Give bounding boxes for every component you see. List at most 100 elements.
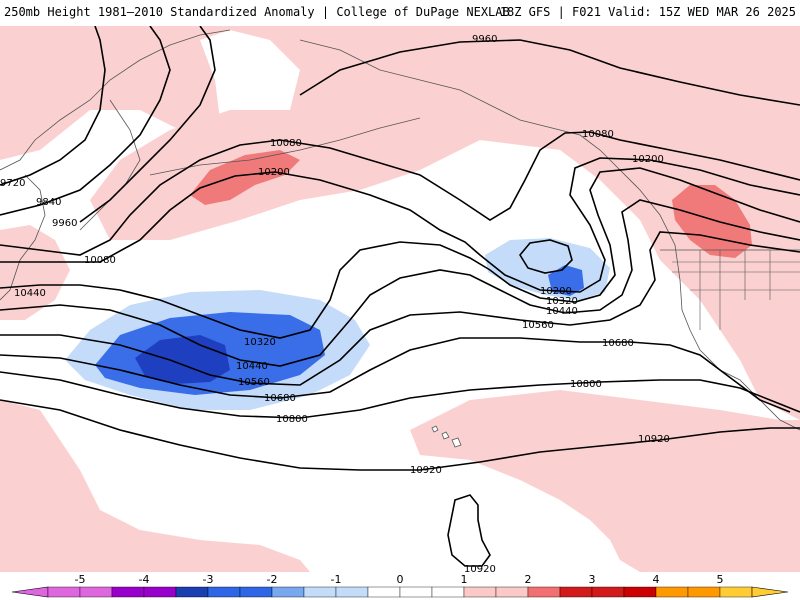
contour-label: 9840 [36,197,61,208]
contour-label: 10920 [410,465,442,476]
contour-10560 [0,231,800,386]
colorbar-tick: 1 [461,573,468,586]
north-america-west-coast [689,329,800,431]
contour-label: 10440 [236,361,268,372]
hawaii-islands [431,425,462,448]
contour-label: 9720 [0,178,25,189]
contour-9720 [0,26,106,186]
colorbar-canvas: -5 -4 -3 -2 -1 0 1 2 3 4 5 [11,573,789,598]
strong-negative-anomaly [548,265,584,296]
height-contours [0,26,800,567]
map-canvas: 9960 9960 9840 9720 10080 10080 10080 10… [0,26,800,572]
colorbar-segment [527,586,561,598]
state-border [672,250,800,330]
contour-label: 10200 [540,286,572,297]
contour-label: 10920 [638,434,670,445]
positive-anomaly-region [410,390,800,572]
contour-label: 10080 [84,255,116,266]
contour-closed-low [519,239,573,274]
colorbar-segment [47,586,81,598]
colorbar-segment [687,586,721,598]
colorbar-tick: -2 [267,573,278,586]
colorbar-segment [111,586,145,598]
colorbar-segment [559,586,593,598]
colorbar-arrow-low [11,586,49,598]
colorbar-segment [335,586,369,598]
colorbar-segment [79,586,113,598]
contour-9840 [0,26,171,216]
contour-label: 10440 [14,288,46,299]
colorbar-segment [623,586,657,598]
island [431,425,439,433]
contour-label: 10800 [276,414,308,425]
contour-label: 10200 [632,154,664,165]
contour-label: 10080 [270,138,302,149]
contour-label: 9960 [52,218,77,229]
colorbar-tick: -3 [203,573,214,586]
contour-10440 [0,199,800,367]
model-run-valid-time: 18Z GFS | F021 Valid: 15Z WED MAR 26 202… [499,5,796,19]
contour-label: 10440 [546,306,578,317]
contour-label: 10560 [238,377,270,388]
map-title: 250mb Height 1981–2010 Standardized Anom… [4,5,510,19]
colorbar-segment [463,586,497,598]
header: 250mb Height 1981–2010 Standardized Anom… [0,0,800,26]
colorbar-segment [495,586,529,598]
colorbar-segment [303,586,337,598]
contour-label: 10320 [244,337,276,348]
contour-10920-closed [447,494,491,567]
colorbar-segment [143,586,177,598]
colorbar-segment [367,586,401,598]
contour-label: 10200 [258,167,290,178]
colorbar-tick: 0 [397,573,404,586]
colorbar-tick: -4 [139,573,150,586]
contour-10200 [0,157,800,293]
contour-10080 [0,131,800,256]
colorbar-segments [11,586,789,598]
colorbar-segment [175,586,209,598]
colorbar-arrow-high [751,586,789,598]
colorbar-tick: 5 [717,573,724,586]
colorbar-tick: 4 [653,573,660,586]
contour-label: 10920 [464,564,496,572]
contour-labels: 9960 9960 9840 9720 10080 10080 10080 10… [0,34,670,572]
asia-coastline [0,29,231,171]
colorbar-tick: -1 [331,573,342,586]
colorbar-tick: 2 [525,573,532,586]
colorbar-segment [399,586,433,598]
anomaly-shading [0,26,800,572]
us-state-borders [672,250,800,330]
colorbar-segment [719,586,753,598]
colorbar-segment [239,586,273,598]
colorbar-segment [271,586,305,598]
contour-label: 10320 [546,296,578,307]
map-panel: 9960 9960 9840 9720 10080 10080 10080 10… [0,26,800,572]
contour-label: 9960 [472,34,497,45]
aleutian-chain [149,117,421,176]
positive-anomaly-region [0,26,800,420]
contour-9960-west [79,26,216,223]
contour-10920 [0,399,800,471]
colorbar-segment [431,586,465,598]
contour-10680 [0,337,791,413]
contour-label: 10680 [602,338,634,349]
colorbar-segment [591,586,625,598]
colorbar-tick: -5 [75,573,86,586]
colorbar-tick: 3 [589,573,596,586]
strong-positive-anomaly [190,150,300,205]
contour-label: 10680 [264,393,296,404]
japan-coastline [0,174,46,301]
contour-label: 10800 [570,379,602,390]
island [441,431,450,440]
colorbar-ticks: -5 -4 -3 -2 -1 0 1 2 3 4 5 [75,573,724,586]
contour-label: 10080 [582,129,614,140]
positive-anomaly-region [0,225,70,320]
positive-anomaly-region [0,400,310,572]
contour-label: 10560 [522,320,554,331]
colorbar-segment [207,586,241,598]
contour-9960 [299,39,800,106]
island [451,437,462,448]
contour-10320 [0,167,800,339]
colorbar-segment [655,586,689,598]
contour-10800 [0,371,800,419]
